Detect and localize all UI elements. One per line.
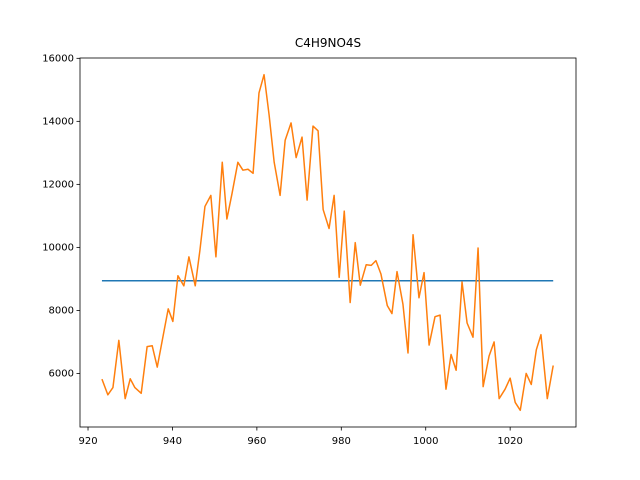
line: [101, 73, 554, 412]
plot-frame: [79, 57, 577, 428]
y-tick-label: 12000: [42, 179, 74, 190]
x-tick-label: 1020: [497, 436, 522, 447]
y-tick-label: 8000: [49, 305, 74, 316]
x-tick-label: 1000: [413, 436, 438, 447]
x-tick-label: 940: [163, 436, 182, 447]
y-tick-label: 10000: [42, 242, 74, 253]
x-tick-label: 980: [332, 436, 351, 447]
y-tick-label: 6000: [49, 368, 74, 379]
y-tick-label: 16000: [42, 53, 74, 64]
y-tick-label: 14000: [42, 116, 74, 127]
x-tick-label: 920: [78, 436, 97, 447]
chart-title: C4H9NO4S: [295, 36, 361, 50]
x-tick-label: 960: [247, 436, 266, 447]
